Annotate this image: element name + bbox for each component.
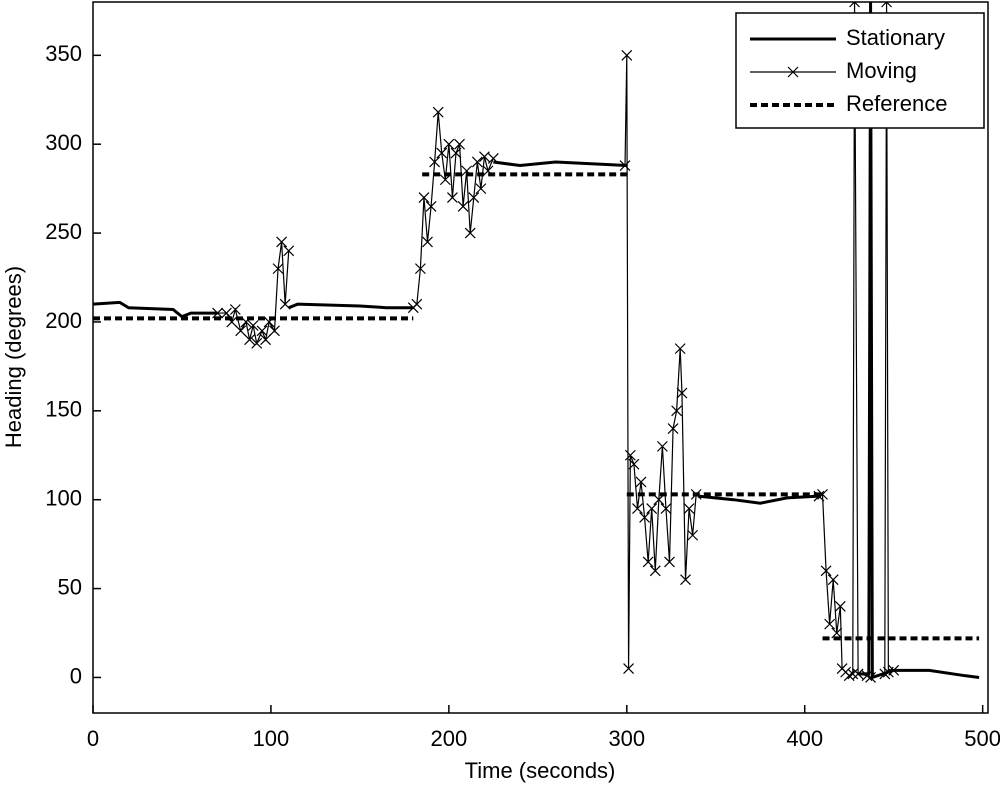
marker xyxy=(847,668,859,680)
marker xyxy=(820,565,832,577)
y-tick-label: 150 xyxy=(45,397,82,422)
marker xyxy=(865,672,876,683)
y-tick-label: 300 xyxy=(45,130,82,155)
marker xyxy=(464,227,476,239)
marker xyxy=(632,503,643,515)
x-axis-title: Time (seconds) xyxy=(465,758,616,783)
marker xyxy=(861,670,873,682)
marker xyxy=(671,405,683,417)
plot-frame xyxy=(92,1,989,714)
marker xyxy=(454,138,465,150)
marker xyxy=(436,147,448,159)
marker xyxy=(656,440,668,452)
x-tick-label: 0 xyxy=(87,726,99,751)
marker xyxy=(443,138,455,150)
marker xyxy=(256,325,268,337)
marker xyxy=(664,556,675,568)
marker xyxy=(418,192,430,203)
x-tick-label: 400 xyxy=(786,726,823,751)
y-axis-title: Heading (degrees) xyxy=(1,266,26,448)
marker xyxy=(827,574,839,586)
marker xyxy=(624,449,636,461)
marker xyxy=(432,106,444,118)
marker xyxy=(260,334,272,346)
y-tick-label: 50 xyxy=(58,574,82,599)
marker xyxy=(660,503,672,515)
series-line xyxy=(93,172,980,641)
marker xyxy=(411,298,423,310)
marker xyxy=(881,2,893,8)
marker xyxy=(667,423,679,435)
legend-label: Stationary xyxy=(846,25,945,50)
marker xyxy=(687,529,699,541)
x-tick-label: 100 xyxy=(253,726,290,751)
marker xyxy=(229,304,241,315)
y-tick-label: 100 xyxy=(45,486,82,511)
marker xyxy=(422,236,433,248)
x-tick-label: 300 xyxy=(608,726,645,751)
legend-label: Moving xyxy=(846,58,917,83)
marker xyxy=(817,488,828,500)
marker xyxy=(487,152,499,164)
marker xyxy=(276,236,288,248)
marker xyxy=(468,192,480,203)
marker xyxy=(235,325,247,337)
marker xyxy=(429,156,441,168)
marker xyxy=(824,618,836,630)
marker xyxy=(269,325,280,337)
marker xyxy=(619,160,631,171)
legend-marker xyxy=(787,66,799,78)
marker xyxy=(457,200,469,212)
marker xyxy=(623,663,635,674)
y-tick-label: 200 xyxy=(45,308,82,333)
marker xyxy=(683,503,695,515)
marker xyxy=(450,147,462,159)
x-tick-label: 500 xyxy=(964,726,1000,751)
marker xyxy=(621,49,633,61)
marker xyxy=(446,192,458,203)
marker xyxy=(425,200,437,212)
marker xyxy=(676,387,688,399)
marker xyxy=(279,298,291,310)
y-tick-label: 350 xyxy=(45,41,82,66)
y-tick-label: 0 xyxy=(70,663,82,688)
marker xyxy=(475,183,487,195)
marker xyxy=(283,245,295,257)
y-tick-label: 250 xyxy=(45,219,82,244)
marker xyxy=(646,503,658,515)
marker xyxy=(834,600,846,612)
legend-label: Reference xyxy=(846,91,948,116)
marker xyxy=(843,670,855,682)
marker xyxy=(852,668,864,680)
legend-box xyxy=(735,12,985,129)
marker xyxy=(471,156,483,168)
marker xyxy=(628,458,640,470)
marker xyxy=(649,565,661,577)
marker xyxy=(639,512,651,523)
x-tick-label: 200 xyxy=(431,726,468,751)
marker xyxy=(674,343,686,355)
marker xyxy=(680,574,691,586)
marker xyxy=(635,476,647,488)
marker xyxy=(642,556,654,568)
plot-area xyxy=(93,2,980,683)
marker xyxy=(849,2,860,8)
marker xyxy=(244,334,256,346)
marker xyxy=(251,337,263,349)
marker xyxy=(247,320,259,331)
marker xyxy=(414,263,426,275)
marker xyxy=(479,151,490,163)
marker xyxy=(272,263,284,275)
marker xyxy=(888,664,900,676)
marker xyxy=(879,668,891,680)
series-line xyxy=(93,2,980,680)
